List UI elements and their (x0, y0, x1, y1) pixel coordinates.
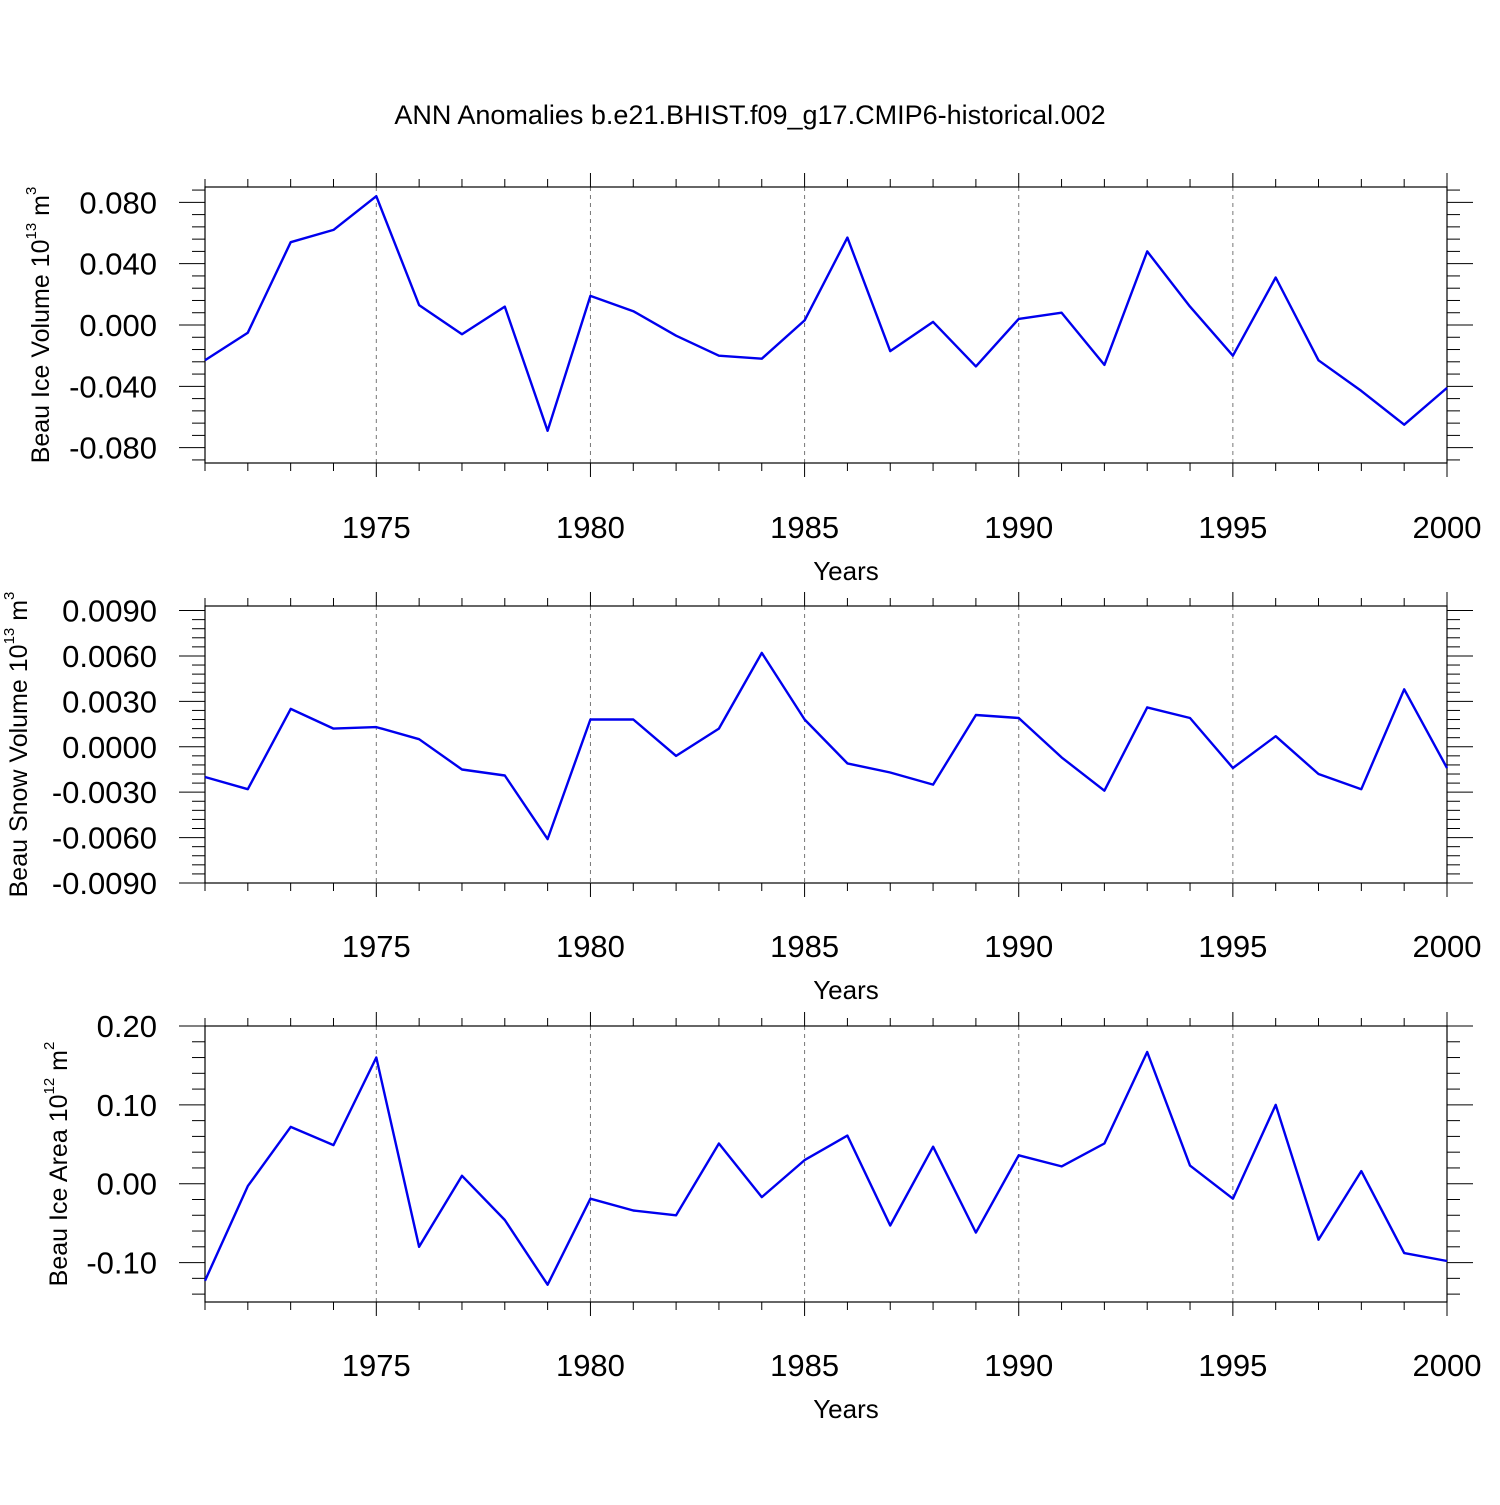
x-tick-label-1980: 1980 (556, 510, 625, 545)
x-tick-label-1975: 1975 (342, 1348, 411, 1383)
y-tick-label: 0.0060 (62, 639, 157, 674)
x-axis-label: Years (813, 975, 879, 1005)
series-line-panel-3 (203, 1050, 1448, 1286)
x-tick-label-1975: 1975 (342, 510, 411, 545)
y-axis-label-text: Beau Snow Volume 10 (5, 644, 33, 897)
x-tick-label-1995: 1995 (1198, 929, 1267, 964)
x-tick-label-1985: 1985 (770, 929, 839, 964)
x-tick-label-1995: 1995 (1198, 510, 1267, 545)
y-axis-label-exponent: 13 (23, 223, 40, 240)
plot-frame (204, 186, 1448, 464)
y-tick-label: 0.0000 (62, 730, 157, 765)
y-tick-label: 0.0090 (62, 594, 157, 629)
plot-frame (204, 1025, 1448, 1303)
y-axis-label-unit-exponent: 3 (23, 187, 40, 195)
y-axis-label-exponent: 12 (41, 1078, 58, 1095)
x-tick-label-1995: 1995 (1198, 1348, 1267, 1383)
y-axis-label-unit-exponent: 2 (41, 1042, 58, 1050)
x-tick-label-1980: 1980 (556, 1348, 625, 1383)
chart-title: ANN Anomalies b.e21.BHIST.f09_g17.CMIP6-… (394, 100, 1105, 130)
y-tick-label: 0.040 (79, 247, 157, 282)
y-axis-label-unit: m (45, 1050, 73, 1078)
x-axis-label: Years (813, 1394, 879, 1424)
x-tick-label-1990: 1990 (984, 510, 1053, 545)
y-tick-label: -0.080 (69, 431, 157, 466)
y-axis-label: Beau Ice Volume 1013 m3 (23, 187, 55, 464)
y-tick-label: 0.080 (79, 185, 157, 220)
y-axis-label: Beau Ice Area 1012 m2 (41, 1042, 73, 1287)
plot-frame (204, 605, 1448, 884)
y-tick-label: 0.10 (97, 1088, 157, 1123)
x-tick-label-2000: 2000 (1413, 510, 1482, 545)
y-tick-label: 0.000 (79, 308, 157, 343)
y-axis-label-unit: m (5, 600, 33, 628)
panel-1: 1975 1980 1985 1990 1995 2000 0.080 0.040 0.000 -… (23, 173, 1482, 586)
y-tick-label: -0.0090 (52, 866, 157, 901)
x-tick-label-1980: 1980 (556, 929, 625, 964)
y-tick-label: -0.040 (69, 369, 157, 404)
x-tick-label-1990: 1990 (984, 1348, 1053, 1383)
y-axis-label-unit: m (27, 195, 55, 223)
x-axis-label: Years (813, 556, 879, 586)
y-axis-label-unit-exponent: 3 (1, 592, 18, 600)
series-line-panel-1 (204, 194, 1448, 432)
y-tick-label: 0.20 (97, 1009, 157, 1044)
x-tick-label-2000: 2000 (1413, 929, 1482, 964)
x-tick-label-1990: 1990 (984, 929, 1053, 964)
panel-2: 1975 1980 1985 1990 1995 2000 0.0090 0.0060 0.00… (1, 592, 1482, 1005)
x-tick-label-1975: 1975 (342, 929, 411, 964)
y-axis-label-text: Beau Ice Area 10 (45, 1095, 73, 1287)
x-tick-label-2000: 2000 (1413, 1348, 1482, 1383)
y-tick-label: 0.00 (97, 1167, 157, 1202)
y-tick-label: -0.0060 (52, 821, 157, 856)
y-tick-label: -0.0030 (52, 775, 157, 810)
x-tick-label-1985: 1985 (770, 510, 839, 545)
x-tick-label-1985: 1985 (770, 1348, 839, 1383)
panel-3: 1975 1980 1985 1990 1995 2000 0.20 0.10 0.00 -0.1… (41, 1009, 1482, 1424)
series-line-panel-2 (204, 651, 1449, 841)
y-tick-label: 0.0030 (62, 684, 157, 719)
y-tick-label: -0.10 (86, 1246, 157, 1281)
y-axis-label-text: Beau Ice Volume 10 (27, 240, 55, 464)
y-axis-label: Beau Snow Volume 1013 m3 (1, 592, 33, 898)
y-axis-label-exponent: 13 (1, 628, 18, 645)
